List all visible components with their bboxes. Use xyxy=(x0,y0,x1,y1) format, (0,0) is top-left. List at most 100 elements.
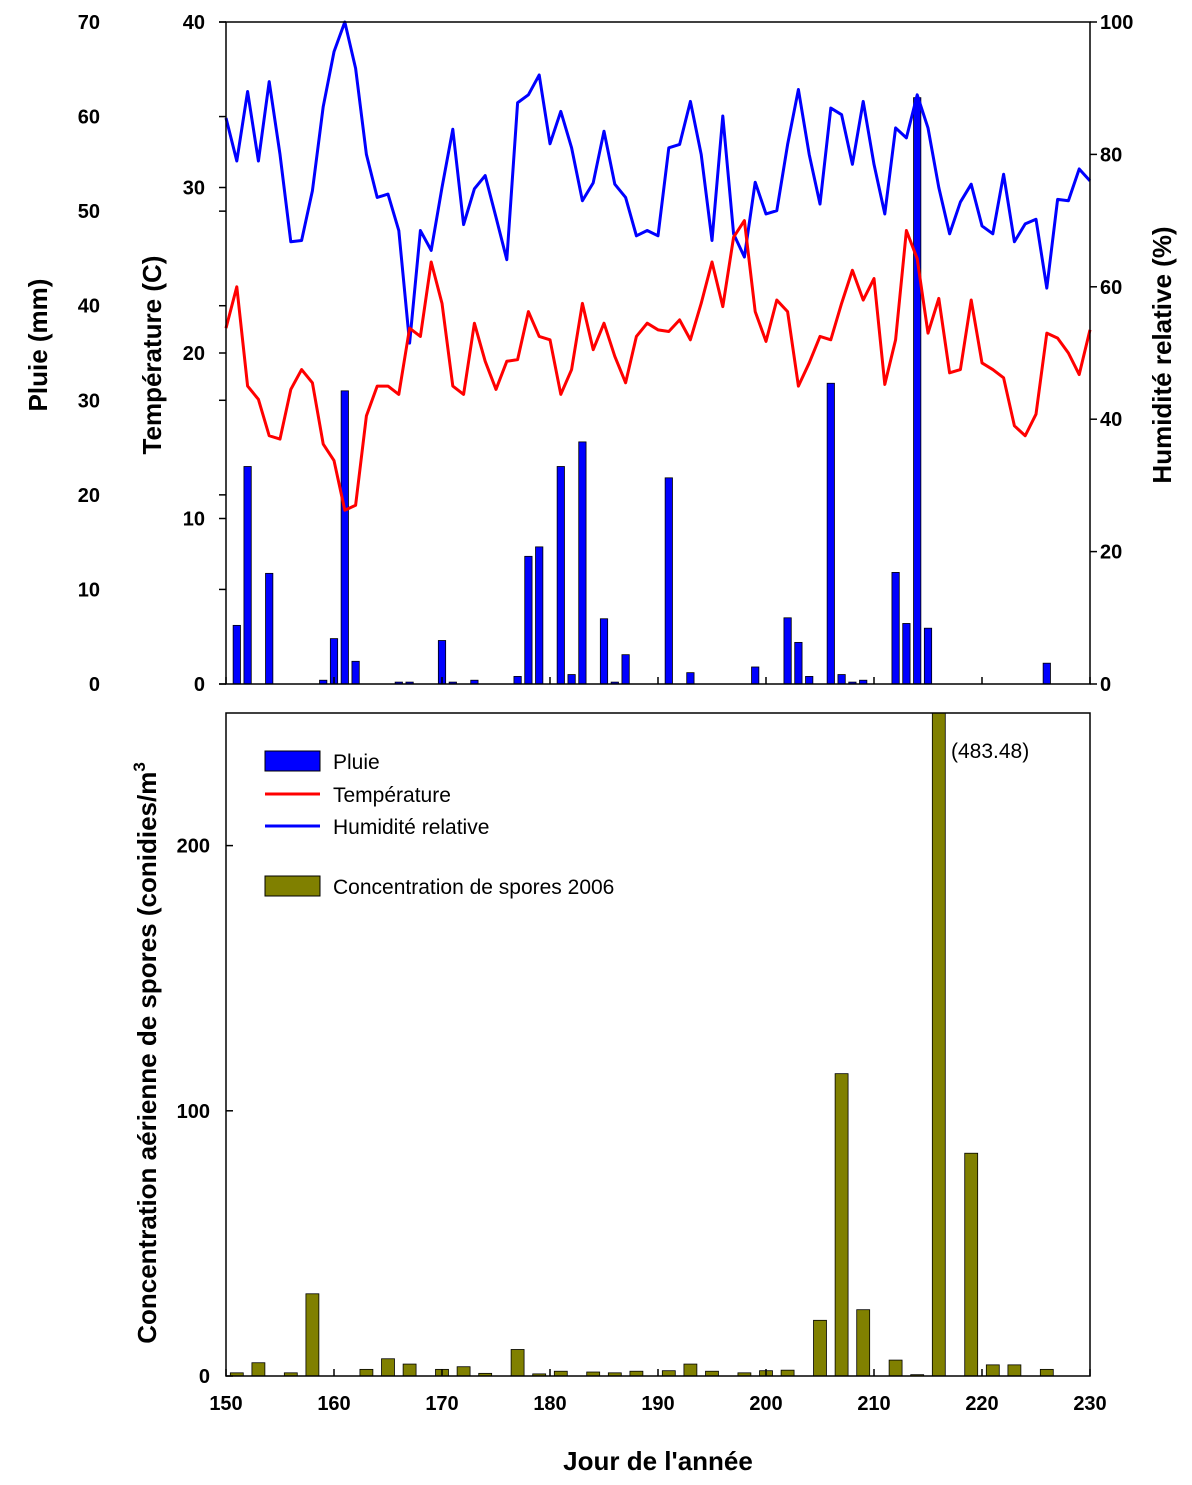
rain-axis-tick-label: 10 xyxy=(78,579,100,601)
rain-bar xyxy=(1042,662,1051,685)
rain-axis-tick-label: 0 xyxy=(89,674,100,696)
spore-axis-title: Concentration aérienne de spores (conidi… xyxy=(130,762,162,1344)
rain-bar xyxy=(686,672,695,685)
rain-bar xyxy=(599,618,609,685)
humidity-axis-tick-label: 0 xyxy=(1100,674,1111,696)
spore-bar xyxy=(964,1152,979,1377)
rain-bar xyxy=(243,466,252,685)
legend-label: Température xyxy=(333,784,451,807)
temperature-axis-tick-label: 0 xyxy=(194,674,205,696)
spore-x-tick-label: 180 xyxy=(533,1393,566,1415)
temperature-line xyxy=(224,219,1092,512)
temperature-axis-tick-label: 30 xyxy=(183,178,205,200)
spore-bar xyxy=(456,1366,471,1377)
left-outer-axis-title: Pluie (mm) xyxy=(23,279,53,412)
spore-bar xyxy=(780,1369,795,1377)
x-axis-title: Jour de l'année xyxy=(563,1446,753,1476)
rain-axis-tick-label: 50 xyxy=(78,201,100,223)
spore-x-tick-label: 230 xyxy=(1073,1393,1106,1415)
rain-bar xyxy=(567,674,576,685)
spore-bar xyxy=(305,1293,320,1377)
rain-bar xyxy=(891,572,900,685)
spore-x-tick-label: 170 xyxy=(425,1393,458,1415)
rain-bar xyxy=(837,674,846,685)
temperature-axis-tick-label: 40 xyxy=(183,12,205,34)
weather-plot-frame xyxy=(225,21,1091,685)
rain-bar xyxy=(805,676,814,685)
rain-bars xyxy=(232,97,1051,685)
rain-bar xyxy=(751,666,760,685)
rain-axis-tick-label: 40 xyxy=(78,296,100,318)
temperature-axis-tick-label: 10 xyxy=(183,509,205,531)
spore-bar xyxy=(813,1319,827,1377)
rain-bar xyxy=(923,627,933,685)
spore-bar xyxy=(1039,1368,1054,1377)
spore-x-tick-label: 190 xyxy=(641,1393,674,1415)
peak-value-annotation: (483.48) xyxy=(951,740,1029,763)
rain-bar xyxy=(535,546,544,685)
rain-bar xyxy=(578,441,587,685)
rain-bar xyxy=(556,466,565,685)
spore-x-tick-label: 150 xyxy=(209,1393,242,1415)
spore-bar xyxy=(931,712,946,1377)
spore-bar xyxy=(510,1349,525,1377)
spore-y-tick-label: 100 xyxy=(177,1101,210,1123)
rain-bar xyxy=(664,477,673,685)
rain-bar xyxy=(783,617,792,685)
spore-plot-frame xyxy=(225,712,1091,1377)
spore-bar xyxy=(661,1370,676,1377)
humidity-axis-tick-label: 20 xyxy=(1100,542,1122,564)
spore-x-tick-label: 210 xyxy=(857,1393,890,1415)
spore-y-tick-label: 200 xyxy=(177,836,210,858)
humidity-axis-tick-label: 80 xyxy=(1100,144,1122,166)
rain-axis-tick-label: 70 xyxy=(78,12,100,34)
legend-swatch xyxy=(264,875,321,897)
temperature-axis-tick-label: 20 xyxy=(183,343,205,365)
rain-bar xyxy=(902,623,911,685)
spore-panel: 0 100 200 150 160 170 180 190 200 210 220 230 (483.… xyxy=(177,712,1107,1415)
rain-axis-tick-label: 60 xyxy=(78,107,100,129)
spore-axis-title-text: Concentration aérienne de spores (conidi… xyxy=(132,772,162,1344)
spore-bar xyxy=(888,1359,903,1377)
legend-label: Humidité relative xyxy=(333,816,489,839)
spore-bar xyxy=(834,1073,849,1377)
spore-bar xyxy=(251,1362,266,1377)
rain-bar xyxy=(826,382,835,685)
humidity-axis-tick-label: 40 xyxy=(1100,409,1122,431)
spore-bar xyxy=(856,1309,871,1377)
weather-axes: 0 10 20 30 40 50 60 70 0 10 20 30 40 0 20 40 60 80 100 xyxy=(78,12,1134,696)
chart-legend: Pluie Température Humidité relative Concent… xyxy=(264,750,614,899)
rain-bar xyxy=(913,97,922,685)
humidity-axis-tick-label: 100 xyxy=(1100,12,1133,34)
left-inner-axis-title: Température (C) xyxy=(137,256,167,455)
spore-bar xyxy=(683,1363,698,1377)
rain-axis-tick-label: 20 xyxy=(78,485,100,507)
rain-axis-tick-label: 30 xyxy=(78,390,100,412)
humidity-line xyxy=(224,20,1092,345)
rain-bar xyxy=(513,676,522,685)
spore-axis-title-superscript: 3 xyxy=(130,762,149,771)
right-axis-title: Humidité relative (%) xyxy=(1147,226,1177,483)
spore-x-tick-label: 220 xyxy=(965,1393,998,1415)
legend-swatch xyxy=(264,750,321,772)
spore-y-tick-label: 0 xyxy=(199,1366,210,1388)
spore-bar xyxy=(359,1368,374,1377)
legend-label: Pluie xyxy=(333,751,380,774)
legend-label: Concentration de spores 2006 xyxy=(333,876,614,899)
spore-bar xyxy=(402,1363,417,1377)
rain-bar xyxy=(621,654,630,685)
rain-bar xyxy=(524,555,533,685)
rain-bar xyxy=(340,390,349,685)
spore-axes: 0 100 200 150 160 170 180 190 200 210 220 230 xyxy=(177,836,1107,1415)
rain-bar xyxy=(351,660,360,685)
spore-x-tick-label: 200 xyxy=(749,1393,782,1415)
spore-bar xyxy=(985,1364,1000,1377)
rain-bar xyxy=(265,572,274,685)
weather-panel: 0 10 20 30 40 50 60 70 0 10 20 30 40 0 20 40 60 80 100 xyxy=(78,12,1134,696)
spore-bar xyxy=(381,1358,395,1377)
weather-lines xyxy=(224,20,1092,512)
humidity-axis-tick-label: 60 xyxy=(1100,277,1122,299)
rain-bar xyxy=(794,641,803,685)
rain-bar xyxy=(232,624,241,685)
